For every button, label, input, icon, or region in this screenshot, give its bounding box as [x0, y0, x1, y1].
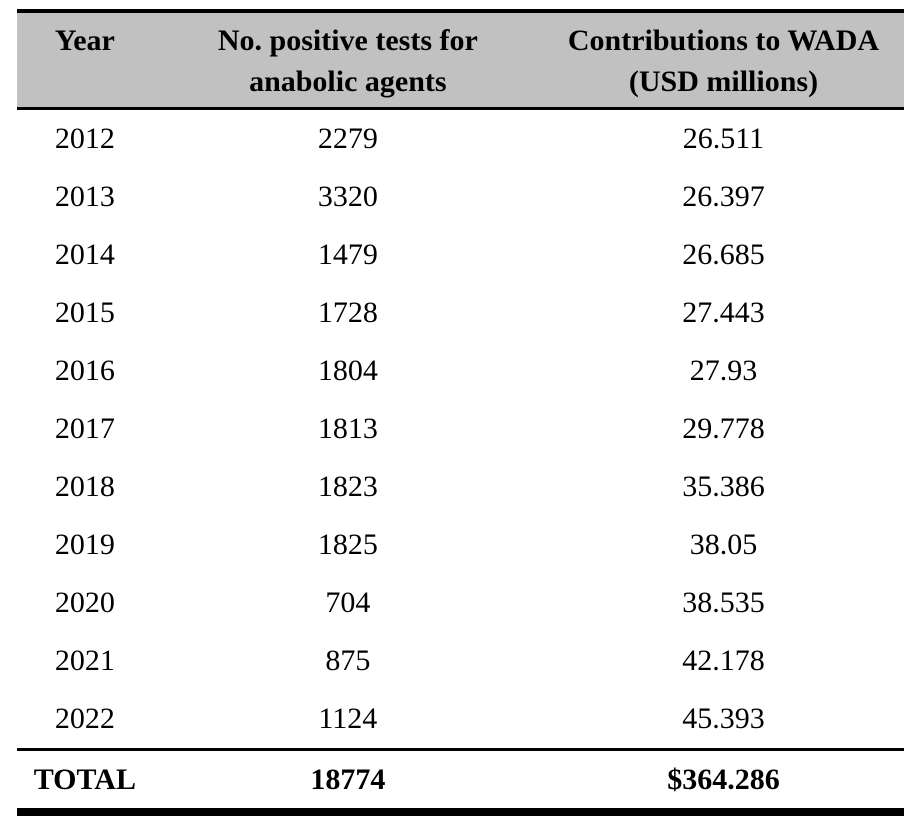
column-header-positive-tests: No. positive tests for anabolic agents: [153, 20, 543, 107]
tests-cell: 3320: [317, 180, 378, 213]
year-cell: 2020: [54, 586, 115, 619]
table-row: 2021 875 42.178: [17, 632, 904, 690]
table-row: 2012 2279 26.511: [17, 110, 904, 168]
table-row: 2013 3320 26.397: [17, 168, 904, 226]
table-row: 2018 1823 35.386: [17, 458, 904, 516]
total-label-cell: TOTAL: [33, 762, 136, 796]
column-header-year-label: Year: [54, 24, 115, 57]
contribution-cell: 29.778: [682, 412, 765, 445]
year-cell: 2013: [54, 180, 115, 213]
column-header-tests-line1: No. positive tests for: [217, 24, 478, 57]
tests-cell: 1825: [317, 528, 378, 561]
wada-contributions-table: Year No. positive tests for anabolic age…: [17, 9, 904, 816]
year-cell: 2019: [54, 528, 115, 561]
contribution-cell: 42.178: [682, 644, 765, 677]
tests-cell: 875: [325, 644, 371, 677]
table-row: 2022 1124 45.393: [17, 690, 904, 748]
tests-cell: 1479: [317, 238, 378, 271]
table-row: 2019 1825 38.05: [17, 516, 904, 574]
table-row: 2015 1728 27.443: [17, 284, 904, 342]
table-row: 2016 1804 27.93: [17, 342, 904, 400]
total-contribution-cell: $364.286: [667, 762, 780, 796]
table-header-row: Year No. positive tests for anabolic age…: [17, 13, 904, 110]
contribution-cell: 26.397: [682, 180, 765, 213]
column-header-wada-line2: (USD millions): [628, 65, 819, 98]
contribution-cell: 35.386: [682, 470, 765, 503]
contribution-cell: 38.05: [689, 528, 758, 561]
total-tests-cell: 18774: [310, 762, 386, 796]
contribution-cell: 26.511: [682, 122, 765, 155]
contribution-cell: 26.685: [682, 238, 765, 271]
table-row: 2020 704 38.535: [17, 574, 904, 632]
year-cell: 2017: [54, 412, 115, 445]
tests-cell: 1823: [317, 470, 378, 503]
tests-cell: 1728: [317, 296, 378, 329]
contribution-cell: 27.93: [689, 354, 758, 387]
year-cell: 2018: [54, 470, 115, 503]
column-header-tests-line2: anabolic agents: [249, 65, 447, 98]
tests-cell: 1804: [317, 354, 378, 387]
table-total-row: TOTAL 18774 $364.286: [17, 748, 904, 808]
table-row: 2017 1813 29.778: [17, 400, 904, 458]
tests-cell: 2279: [317, 122, 378, 155]
tests-cell: 704: [325, 586, 371, 619]
column-header-wada-contributions: Contributions to WADA (USD millions): [543, 20, 904, 107]
year-cell: 2021: [54, 644, 115, 677]
year-cell: 2022: [54, 702, 115, 735]
year-cell: 2014: [54, 238, 115, 271]
tests-cell: 1124: [318, 702, 378, 735]
column-header-year: Year: [17, 20, 153, 107]
contribution-cell: 27.443: [682, 296, 765, 329]
contribution-cell: 45.393: [682, 702, 765, 735]
year-cell: 2016: [54, 354, 115, 387]
column-header-wada-line1: Contributions to WADA: [567, 24, 880, 57]
table-row: 2014 1479 26.685: [17, 226, 904, 284]
year-cell: 2015: [54, 296, 115, 329]
contribution-cell: 38.535: [682, 586, 765, 619]
year-cell: 2012: [54, 122, 115, 155]
tests-cell: 1813: [317, 412, 378, 445]
